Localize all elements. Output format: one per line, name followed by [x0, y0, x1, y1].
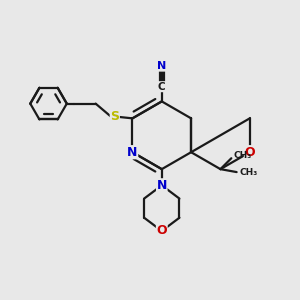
Text: N: N: [157, 61, 167, 71]
Text: O: O: [157, 224, 167, 238]
Text: CH₃: CH₃: [234, 152, 252, 160]
Text: CH₃: CH₃: [240, 168, 258, 177]
Text: N: N: [127, 146, 138, 159]
Text: S: S: [110, 110, 119, 123]
Text: C: C: [158, 82, 166, 92]
Text: O: O: [244, 146, 255, 159]
Text: N: N: [157, 179, 167, 192]
